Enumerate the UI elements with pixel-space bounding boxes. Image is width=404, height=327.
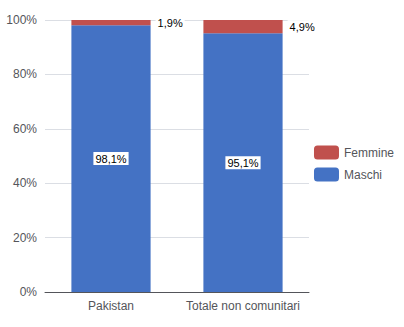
svg-text:20%: 20% — [13, 231, 37, 245]
svg-text:100%: 100% — [6, 13, 37, 27]
svg-text:Femmine: Femmine — [344, 146, 394, 160]
svg-text:98,1%: 98,1% — [95, 153, 126, 165]
svg-text:Pakistan: Pakistan — [88, 299, 134, 313]
svg-text:60%: 60% — [13, 122, 37, 136]
svg-text:80%: 80% — [13, 67, 37, 81]
svg-text:40%: 40% — [13, 176, 37, 190]
svg-text:0%: 0% — [20, 285, 38, 299]
svg-text:Maschi: Maschi — [344, 168, 382, 182]
svg-text:Totale non comunitari: Totale non comunitari — [186, 299, 300, 313]
svg-text:95,1%: 95,1% — [227, 157, 258, 169]
svg-text:1,9%: 1,9% — [158, 17, 183, 29]
svg-text:4,9%: 4,9% — [290, 21, 315, 33]
